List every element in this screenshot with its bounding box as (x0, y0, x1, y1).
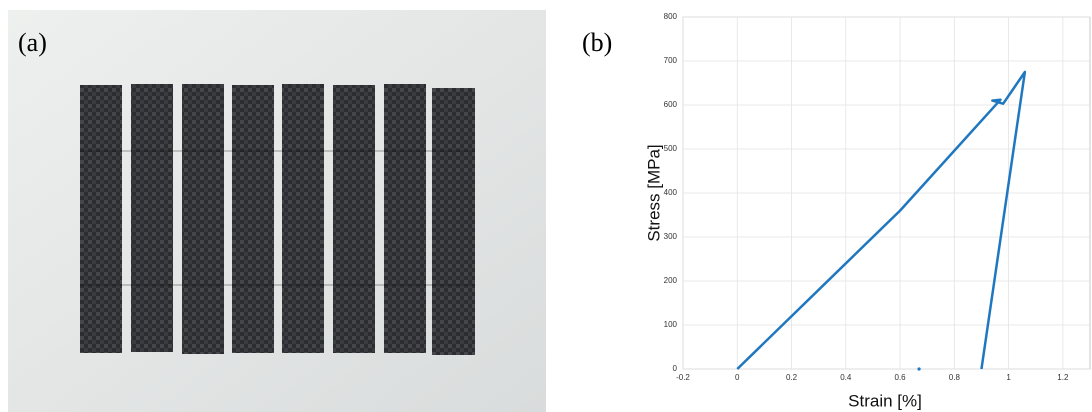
y-tick-label: 500 (664, 144, 678, 153)
photo (8, 10, 546, 412)
data-line (736, 70, 1027, 370)
y-axis-label: Stress [MPa] (644, 144, 663, 241)
tab-shading (80, 150, 475, 286)
panel-label: (b) (582, 28, 612, 57)
specimen (384, 84, 426, 353)
y-tick-label: 300 (664, 232, 678, 241)
specimen (182, 84, 224, 354)
y-tick-label: 0 (673, 364, 678, 373)
specimen (432, 88, 475, 355)
x-axis-label: Strain [%] (848, 391, 922, 410)
specimen (80, 85, 122, 353)
specimen (333, 85, 375, 353)
data-point (917, 367, 921, 371)
x-tick-label: 1.2 (1057, 373, 1069, 382)
y-tick-label: 800 (664, 12, 678, 21)
specimen (232, 85, 274, 353)
panel-label: (a) (18, 28, 47, 57)
x-tick-label: 0 (735, 373, 740, 382)
specimens (80, 84, 475, 355)
y-tick-label: 600 (664, 100, 678, 109)
x-tick-label: 0.4 (840, 373, 852, 382)
x-tick-label: 0.6 (895, 373, 907, 382)
y-tick-label: 700 (664, 56, 678, 65)
specimen (131, 84, 173, 352)
x-tick-label: 0.8 (949, 373, 961, 382)
x-tick-label: 0.2 (786, 373, 798, 382)
y-tick-label: 200 (664, 276, 678, 285)
x-tick-label: 1 (1006, 373, 1011, 382)
y-tick-label: 100 (664, 320, 678, 329)
specimen (282, 84, 324, 353)
y-tick-label: 400 (664, 188, 678, 197)
x-tick-label: -0.2 (676, 373, 690, 382)
